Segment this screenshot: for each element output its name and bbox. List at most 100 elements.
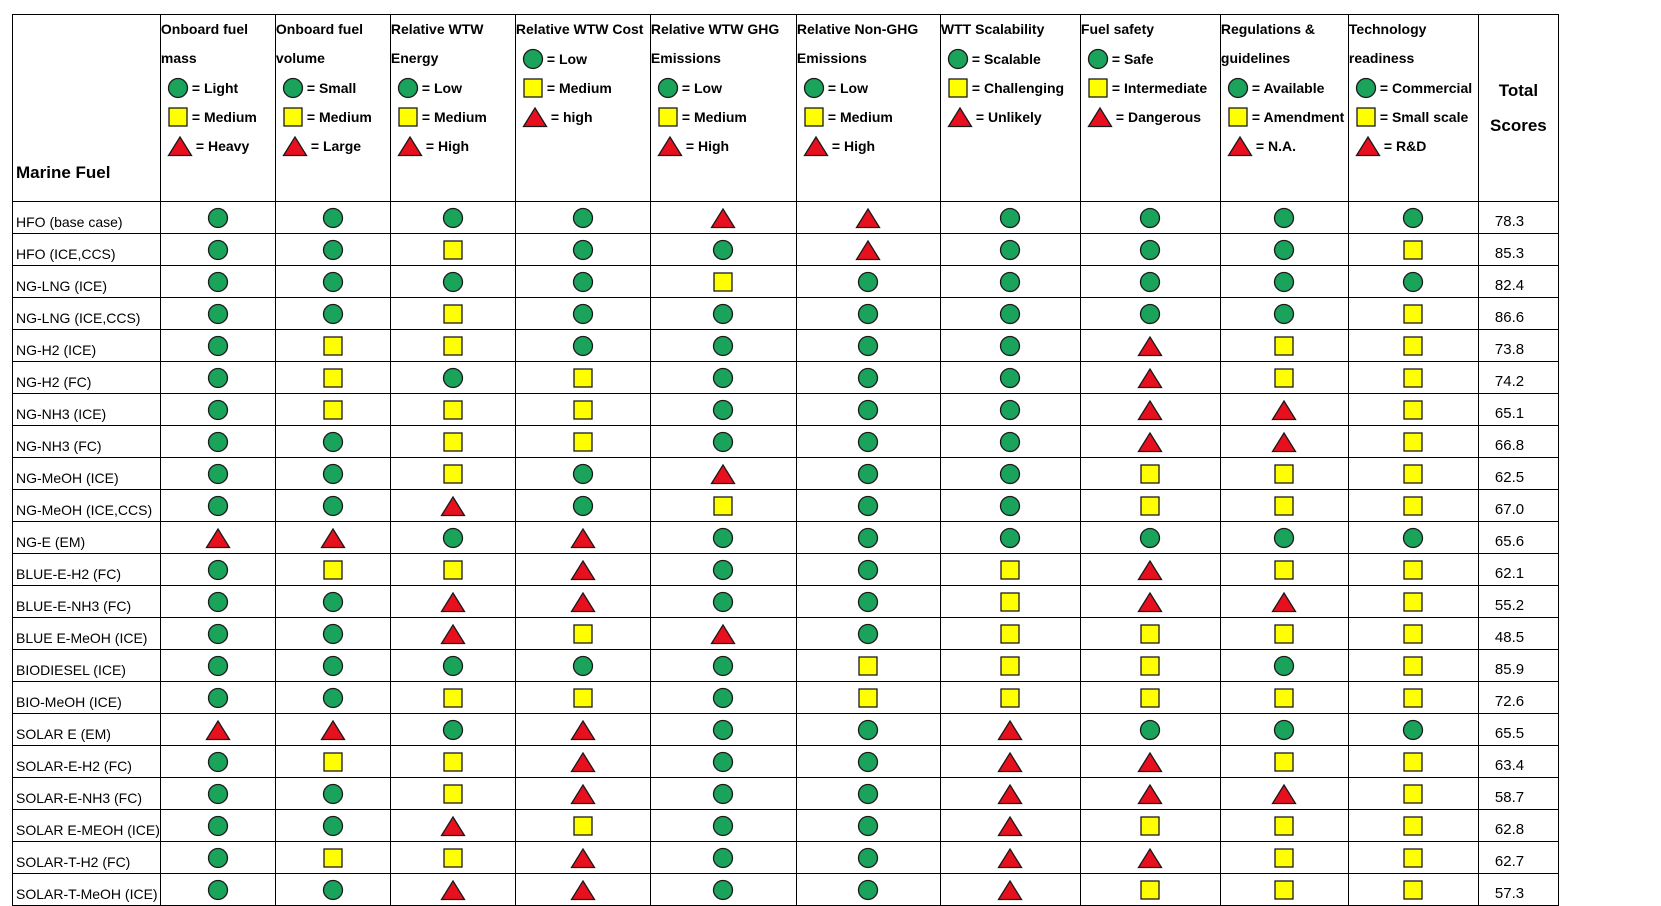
- yellow-square-icon: [1274, 751, 1295, 772]
- symbol-shape: [1000, 303, 1021, 324]
- symbol-shape: [710, 463, 737, 484]
- total-score-cell: 62.8: [1477, 809, 1559, 842]
- rating-cell: [939, 745, 1081, 778]
- symbol-shape: [1000, 591, 1021, 612]
- green-circle-icon: [858, 559, 879, 580]
- criterion-title-line: Relative WTW: [390, 21, 484, 37]
- table-row: NG-NH3 (ICE) 65.1: [12, 393, 1559, 426]
- red-triangle-icon: [855, 239, 882, 260]
- symbol-shape: [570, 879, 596, 900]
- green-circle-icon: [207, 431, 229, 452]
- symbol-shape: [713, 783, 734, 804]
- yellow-square-icon: [1000, 623, 1021, 644]
- symbol-shape: [713, 559, 734, 580]
- legend-label: = Available: [1251, 79, 1325, 96]
- legend-item: = R&D: [1349, 131, 1478, 160]
- green-circle-icon: [1403, 527, 1424, 548]
- fuel-name-cell: BLUE E-MeOH (ICE): [12, 617, 161, 650]
- symbol-shape: [322, 271, 344, 292]
- legend-item: = Amendment: [1221, 102, 1348, 131]
- yellow-square-icon: [1403, 655, 1424, 676]
- symbol-shape: [443, 335, 463, 356]
- green-circle-icon: [858, 335, 879, 356]
- rating-cell: [649, 233, 797, 266]
- symbol-shape: [443, 239, 463, 260]
- green-circle-icon: [1140, 239, 1161, 260]
- total-score-cell: 48.5: [1477, 617, 1559, 650]
- symbol-shape: [858, 431, 879, 452]
- legend-label: = Challenging: [971, 79, 1065, 96]
- total-score-cell: 73.8: [1477, 329, 1559, 362]
- green-circle-icon: [207, 783, 229, 804]
- symbol-shape: [710, 207, 737, 228]
- rating-cell: [649, 201, 797, 234]
- symbol-shape: [858, 335, 879, 356]
- symbol-shape: [322, 463, 344, 484]
- legend-label: = Light: [191, 79, 239, 96]
- rating-cell: [1079, 681, 1221, 714]
- green-circle-icon: [207, 239, 229, 260]
- legend-item: = High: [391, 131, 515, 160]
- green-circle-icon: [947, 48, 969, 69]
- rating-cell: [1219, 553, 1349, 586]
- symbol-shape: [1403, 495, 1424, 516]
- green-circle-icon: [282, 77, 304, 98]
- symbol-shape: [657, 77, 679, 98]
- rating-cell: [1079, 425, 1221, 458]
- yellow-square-icon: [443, 463, 463, 484]
- symbol-shape: [323, 751, 343, 772]
- red-triangle-icon: [570, 847, 596, 868]
- green-circle-icon: [713, 879, 734, 900]
- symbol-shape: [997, 847, 1024, 868]
- symbol-shape: [1355, 135, 1381, 156]
- symbol-shape: [1140, 719, 1161, 740]
- symbol-shape: [207, 367, 229, 388]
- rating-cell: [514, 553, 651, 586]
- green-circle-icon: [858, 527, 879, 548]
- fuel-name-cell: SOLAR E-MEOH (ICE): [12, 809, 161, 842]
- symbol-shape: [322, 655, 344, 676]
- symbol-shape: [207, 751, 229, 772]
- symbol-shape: [713, 591, 734, 612]
- rating-cell: [274, 425, 391, 458]
- rating-cell: [159, 521, 276, 554]
- red-triangle-icon: [855, 207, 882, 228]
- rating-cell: [795, 489, 941, 522]
- green-circle-icon: [1000, 495, 1021, 516]
- legend-label: = Large: [310, 137, 362, 154]
- symbol-shape: [1403, 751, 1424, 772]
- green-circle-icon: [322, 271, 344, 292]
- red-triangle-icon: [1137, 847, 1164, 868]
- symbol-shape: [207, 399, 229, 420]
- symbol-shape: [322, 783, 344, 804]
- legend-item: = Medium: [161, 102, 275, 131]
- criterion-title-line: WTT Scalability: [940, 21, 1045, 37]
- green-circle-icon: [858, 495, 879, 516]
- total-score-cell: 85.9: [1477, 649, 1559, 682]
- criterion-header: Relative WTW Energy = Low = Medium = High: [389, 14, 516, 202]
- green-circle-icon: [1403, 719, 1424, 740]
- rating-cell: [274, 201, 391, 234]
- rating-cell: [795, 425, 941, 458]
- rating-cell: [159, 841, 276, 874]
- symbol-shape: [713, 303, 734, 324]
- rating-cell: [389, 617, 516, 650]
- rating-cell: [1347, 201, 1479, 234]
- green-circle-icon: [1140, 207, 1161, 228]
- total-score-cell: 65.5: [1477, 713, 1559, 746]
- rating-cell: [649, 809, 797, 842]
- green-circle-icon: [207, 623, 229, 644]
- total-score-cell: 72.6: [1477, 681, 1559, 714]
- legend-label: = Commercial: [1379, 79, 1473, 96]
- red-triangle-icon: [440, 495, 466, 516]
- rating-cell: [1219, 809, 1349, 842]
- rating-cell: [389, 713, 516, 746]
- rating-cell: [1219, 265, 1349, 298]
- red-triangle-icon: [997, 847, 1024, 868]
- red-triangle-icon: [570, 591, 596, 612]
- symbol-shape: [1403, 303, 1424, 324]
- symbol-shape: [858, 303, 879, 324]
- fuel-name-cell: BIO-MeOH (ICE): [12, 681, 161, 714]
- symbol-shape: [440, 495, 466, 516]
- yellow-square-icon: [443, 559, 463, 580]
